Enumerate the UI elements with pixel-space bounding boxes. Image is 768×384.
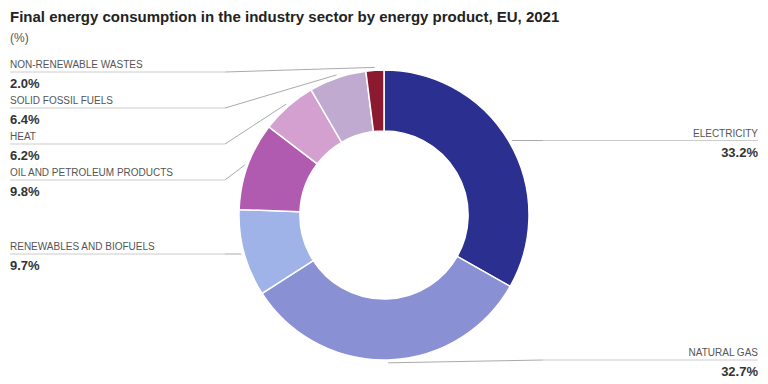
labels: ELECTRICITY 33.2% NATURAL GAS 32.7% RENEWABL… bbox=[10, 59, 758, 379]
slice-label: HEAT bbox=[10, 131, 36, 142]
data-label: 2.0% bbox=[10, 76, 40, 91]
data-label: 9.8% bbox=[10, 184, 40, 199]
leader-line bbox=[225, 104, 286, 144]
title: Final energy consumption in the industry… bbox=[10, 8, 559, 25]
leader-line bbox=[225, 165, 245, 180]
subtitle: (%) bbox=[10, 31, 29, 45]
slice bbox=[366, 70, 384, 132]
leader-line bbox=[388, 360, 543, 363]
label-line bbox=[543, 140, 758, 141]
slice bbox=[239, 210, 313, 294]
data-label: 33.2% bbox=[721, 145, 758, 160]
leader-line bbox=[225, 254, 241, 255]
label-line bbox=[10, 180, 225, 181]
label-line bbox=[543, 360, 758, 361]
label-line bbox=[10, 108, 225, 109]
slice bbox=[262, 256, 510, 360]
data-label: 6.4% bbox=[10, 112, 40, 127]
slice-label: NON-RENEWABLE WASTES bbox=[10, 59, 143, 70]
leader-line bbox=[225, 67, 375, 72]
donut bbox=[239, 70, 529, 360]
slice-label: RENEWABLES AND BIOFUELS bbox=[10, 241, 155, 252]
slice-label: SOLID FOSSIL FUELS bbox=[10, 95, 113, 106]
slice-label: NATURAL GAS bbox=[689, 347, 759, 358]
label-line bbox=[10, 72, 225, 73]
slice bbox=[384, 70, 529, 286]
leader-line bbox=[512, 140, 543, 141]
slice bbox=[311, 71, 373, 142]
leader-line bbox=[225, 75, 337, 108]
slice-label: ELECTRICITY bbox=[693, 128, 758, 139]
label-line bbox=[10, 144, 225, 145]
data-label: 6.2% bbox=[10, 148, 40, 163]
data-label: 32.7% bbox=[721, 364, 758, 379]
chart: Final energy consumption in the industry… bbox=[0, 0, 768, 384]
label-line bbox=[10, 254, 225, 255]
data-label: 9.7% bbox=[10, 258, 40, 273]
slice-label: OIL AND PETROLEUM PRODUCTS bbox=[10, 167, 173, 178]
